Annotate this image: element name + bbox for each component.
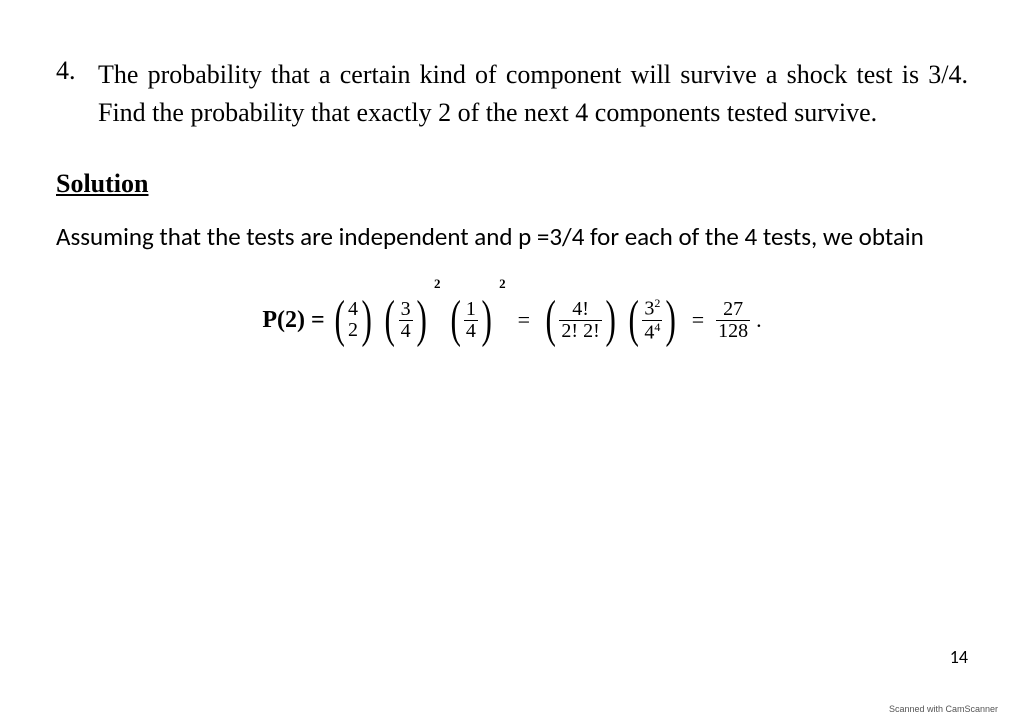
term2-num: 1 <box>464 299 478 320</box>
equation-period: . <box>756 307 762 333</box>
result-num: 27 <box>721 299 745 320</box>
solution-equation: P(2) = ( 4 2 ) ( 3 4 ) 2 ( <box>56 294 968 346</box>
term1-num: 3 <box>399 299 413 320</box>
step2b-den-base: 4 <box>644 322 654 344</box>
term-q-squared: ( 1 4 ) <box>447 294 496 346</box>
document-page: 4. The probability that a certain kind o… <box>0 0 1024 346</box>
binom-bottom: 2 <box>348 320 358 341</box>
scanner-watermark: Scanned with CamScanner <box>889 704 998 714</box>
term2-exp: 2 <box>499 276 506 292</box>
step2a-den: 2! 2! <box>559 320 601 342</box>
step2b-num-exp: 2 <box>654 296 660 310</box>
result-den: 128 <box>716 320 750 342</box>
problem-number: 4. <box>56 56 98 86</box>
term1-den: 4 <box>399 320 413 342</box>
step2-combinatorial: ( 4! 2! 2! ) <box>542 294 619 346</box>
equals-sign-1: = <box>512 307 536 333</box>
term-p-squared: ( 3 4 ) <box>381 294 430 346</box>
term2-den: 4 <box>464 320 478 342</box>
solution-heading: Solution <box>56 169 968 199</box>
page-number: 14 <box>950 646 968 668</box>
step2-power-fraction: ( 32 44 ) <box>625 294 680 346</box>
term1-exp: 2 <box>434 276 441 292</box>
problem-statement: The probability that a certain kind of c… <box>98 56 968 131</box>
binom-top: 4 <box>348 299 358 320</box>
step2b-num-base: 3 <box>644 298 654 320</box>
equals-sign-2: = <box>686 307 710 333</box>
step2a-num: 4! <box>570 299 591 320</box>
step2b-den-exp: 4 <box>654 320 660 334</box>
problem-block: 4. The probability that a certain kind o… <box>56 56 968 131</box>
equation-lhs: P(2) = <box>262 307 324 334</box>
binomial-coefficient: ( 4 2 ) <box>331 294 376 346</box>
solution-assumption: Assuming that the tests are independent … <box>56 219 968 254</box>
result-fraction: 27 128 <box>716 299 750 342</box>
